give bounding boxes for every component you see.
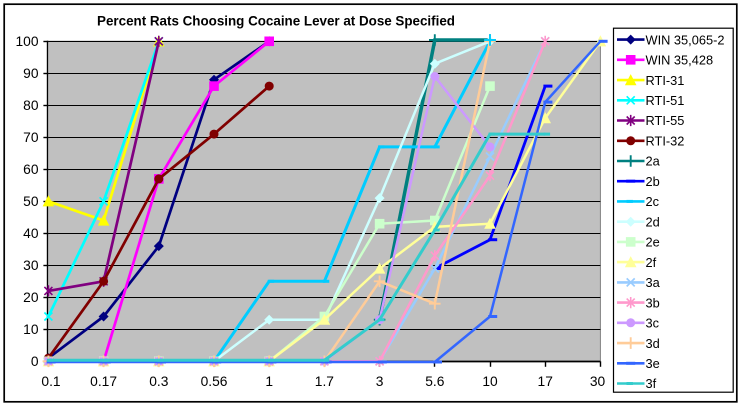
svg-text:WIN 35,428: WIN 35,428	[646, 53, 714, 68]
svg-text:3f: 3f	[646, 376, 657, 391]
svg-text:17: 17	[538, 374, 553, 389]
svg-text:70: 70	[23, 130, 39, 145]
svg-text:2a: 2a	[646, 154, 661, 169]
svg-text:10: 10	[23, 322, 39, 337]
svg-text:2e: 2e	[646, 235, 660, 250]
svg-text:5.6: 5.6	[425, 374, 445, 389]
svg-text:2f: 2f	[646, 255, 657, 270]
svg-text:RTI-51: RTI-51	[646, 93, 685, 108]
svg-text:1: 1	[265, 374, 273, 389]
svg-text:RTI-32: RTI-32	[646, 133, 685, 148]
svg-text:80: 80	[23, 98, 39, 113]
svg-text:2c: 2c	[646, 194, 660, 209]
svg-text:2b: 2b	[646, 174, 660, 189]
svg-text:1.7: 1.7	[315, 374, 334, 389]
svg-text:RTI-31: RTI-31	[646, 73, 685, 88]
svg-text:30: 30	[23, 258, 39, 273]
svg-text:0: 0	[31, 354, 39, 369]
svg-text:50: 50	[23, 194, 39, 209]
svg-text:100: 100	[15, 34, 38, 49]
svg-text:0.17: 0.17	[90, 374, 117, 389]
svg-text:3d: 3d	[646, 336, 660, 351]
svg-text:2d: 2d	[646, 214, 660, 229]
svg-text:WIN 35,065-2: WIN 35,065-2	[646, 32, 725, 47]
svg-text:0.3: 0.3	[149, 374, 169, 389]
svg-text:Percent Rats Choosing Cocaine: Percent Rats Choosing Cocaine Lever at D…	[97, 13, 455, 28]
svg-text:0.1: 0.1	[41, 374, 60, 389]
svg-text:10: 10	[482, 374, 498, 389]
svg-text:20: 20	[23, 290, 39, 305]
svg-text:3: 3	[376, 374, 384, 389]
svg-text:30: 30	[590, 374, 606, 389]
svg-text:60: 60	[23, 162, 39, 177]
svg-text:40: 40	[23, 226, 39, 241]
svg-text:90: 90	[23, 66, 39, 81]
svg-text:3a: 3a	[646, 275, 661, 290]
svg-text:0.56: 0.56	[201, 374, 228, 389]
svg-text:3e: 3e	[646, 356, 660, 371]
svg-text:RTI-55: RTI-55	[646, 113, 685, 128]
svg-text:3b: 3b	[646, 295, 660, 310]
svg-text:3c: 3c	[646, 316, 660, 331]
